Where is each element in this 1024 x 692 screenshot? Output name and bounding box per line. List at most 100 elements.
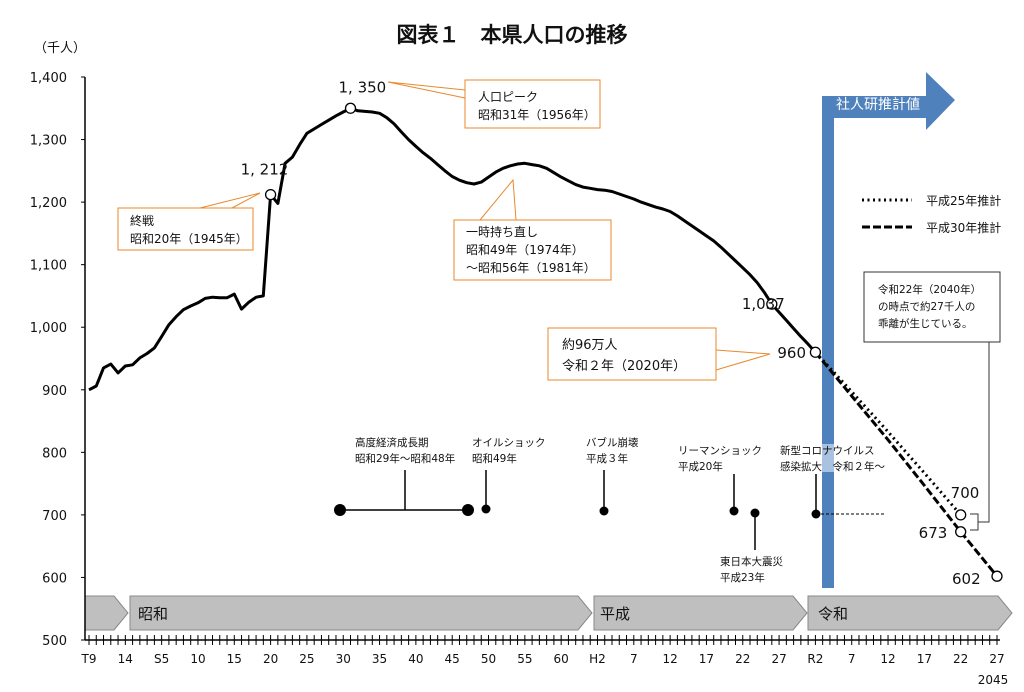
- callout-current-pointer: [715, 349, 771, 371]
- projection-arrow: 社人研推計値: [822, 72, 955, 588]
- event-growth-line1: 高度経済成長期: [355, 436, 429, 449]
- x-tick-label: 17: [917, 652, 932, 666]
- event-growth-line2: 昭和29年～昭和48年: [355, 452, 455, 465]
- x-tick-label: 35: [372, 652, 387, 666]
- x-tick-label: R2: [807, 652, 823, 666]
- x-tick-label: 45: [445, 652, 460, 666]
- callout-war-pointer: [199, 192, 261, 209]
- callout-war-end: 終戦 昭和20年（1945年）: [117, 192, 261, 251]
- data-point-marker: [991, 570, 1003, 582]
- x-tick-label: 27: [771, 652, 786, 666]
- y-tick-label: 1,300: [30, 134, 67, 149]
- era-heisei-arrow: [593, 595, 808, 631]
- y-axis-unit: （千人）: [34, 41, 86, 56]
- data-point-marker: [766, 298, 778, 310]
- x-tick-label: S5: [154, 652, 169, 666]
- event-dot: [481, 504, 491, 514]
- event-bubble-line1: バブル崩壊: [586, 436, 639, 449]
- y-tick-label: 1,400: [30, 71, 67, 86]
- data-point-marker: [955, 509, 967, 521]
- data-point-label: 602: [952, 570, 981, 588]
- callout-gap-line3: 乖離が生じている。: [878, 317, 973, 330]
- event-growth: 高度経済成長期 昭和29年～昭和48年: [334, 436, 474, 516]
- series-group: [88, 106, 999, 578]
- x-tick-label: 7: [630, 652, 638, 666]
- y-tick-label: 1,000: [30, 321, 67, 336]
- x-tick-label: 10: [190, 652, 205, 666]
- callout-recovery-line3: ～昭和56年（1981年）: [466, 261, 596, 275]
- chart-title: 図表１ 本県人口の推移: [397, 23, 628, 47]
- event-dot: [729, 506, 739, 516]
- x-tick-label: 27: [989, 652, 1004, 666]
- callout-current-line2: 令和２年（2020年）: [562, 359, 686, 374]
- x-tick-label: 25: [299, 652, 314, 666]
- event-markers: 高度経済成長期 昭和29年～昭和48年 オイルショック 昭和49年 バブル崩壊 …: [334, 436, 885, 584]
- y-tick-label: 600: [42, 571, 67, 586]
- era-taisho-arrow: [84, 595, 129, 631]
- callout-war-line2: 昭和20年（1945年）: [130, 232, 248, 246]
- legend-label-h30: 平成30年推計: [926, 220, 1001, 235]
- callout-peak-line2: 昭和31年（1956年）: [478, 108, 596, 122]
- x-tick-label: 12: [662, 652, 677, 666]
- event-quake-line1: 東日本大震災: [720, 555, 783, 568]
- event-covid-line2: 感染拡大 令和２年～: [780, 460, 885, 473]
- data-point-label: 1,037: [742, 295, 785, 313]
- x-tick-label: 15: [227, 652, 242, 666]
- y-tick-label: 500: [42, 634, 67, 649]
- callout-recovery-pointer: [479, 178, 517, 221]
- event-oil-line2: 昭和49年: [472, 452, 517, 465]
- callout-peak-pointer: [387, 81, 466, 99]
- data-point-label: 1, 350: [339, 78, 387, 96]
- event-bubble: バブル崩壊 平成３年: [586, 436, 639, 516]
- callout-recovery-line1: 一時持ち直し: [466, 224, 538, 239]
- event-lehman-line1: リーマンショック: [678, 445, 762, 457]
- marker-group: 1, 212 1, 350 1,037 960 700 673 602: [241, 78, 1003, 588]
- x-extra-label: 2045: [978, 673, 1009, 687]
- callout-gap-line1: 令和22年（2040年）: [878, 283, 981, 296]
- x-tick-label: 60: [554, 652, 569, 666]
- projection-arrow-head: [822, 72, 955, 130]
- data-point-label: 700: [951, 484, 980, 502]
- x-tick-label: 7: [848, 652, 856, 666]
- era-label-showa: 昭和: [138, 605, 168, 623]
- event-oil-line1: オイルショック: [472, 437, 546, 449]
- event-quake-line2: 平成23年: [720, 571, 765, 584]
- series-line-solid: [88, 106, 817, 392]
- callout-recovery-line2: 昭和49年（1974年）: [466, 243, 584, 257]
- y-tick-label: 800: [42, 446, 67, 461]
- era-reiwa-arrow: [807, 595, 1013, 631]
- y-tick-label: 1,100: [30, 259, 67, 274]
- legend: 平成25年推計 平成30年推計: [862, 193, 1001, 235]
- callout-gap: 令和22年（2040年） の時点で約27千人の 乖離が生じている。: [863, 271, 1001, 531]
- data-point-marker: [955, 526, 967, 538]
- data-point-label: 673: [919, 524, 948, 542]
- event-dot: [462, 504, 474, 516]
- callout-peak: 人口ピーク 昭和31年（1956年）: [387, 79, 601, 129]
- event-dot: [811, 509, 821, 519]
- x-tick-label: 20: [263, 652, 278, 666]
- event-dot: [334, 504, 346, 516]
- era-label-reiwa: 令和: [818, 605, 848, 623]
- y-tick-label: 900: [42, 384, 67, 399]
- axes: 500 600 700 800 900 1,000 1,100 1,200 1,300 1,400…: [30, 71, 1008, 687]
- era-label-heisei: 平成: [600, 605, 630, 623]
- era-showa-arrow: [129, 595, 593, 631]
- x-tick-label: 22: [735, 652, 750, 666]
- projection-label: 社人研推計値: [836, 97, 920, 113]
- callout-current-line1: 約96万人: [562, 338, 618, 353]
- x-tick-label: 30: [336, 652, 351, 666]
- data-point-marker: [264, 188, 277, 201]
- data-point-label: 960: [777, 344, 806, 362]
- legend-label-h25: 平成25年推計: [926, 193, 1001, 208]
- data-point-label: 1, 212: [241, 161, 289, 179]
- event-dot: [599, 506, 609, 516]
- gap-bracket: [970, 342, 990, 531]
- data-point-marker: [344, 102, 357, 114]
- event-lehman-line2: 平成20年: [678, 460, 723, 473]
- callout-gap-line2: の時点で約27千人の: [878, 300, 975, 313]
- y-tick-label: 700: [42, 509, 67, 524]
- x-tick-label: T9: [81, 652, 97, 666]
- callout-recovery: 一時持ち直し 昭和49年（1974年） ～昭和56年（1981年）: [453, 178, 612, 281]
- event-covid-line1: 新型コロナウイルス: [780, 444, 875, 457]
